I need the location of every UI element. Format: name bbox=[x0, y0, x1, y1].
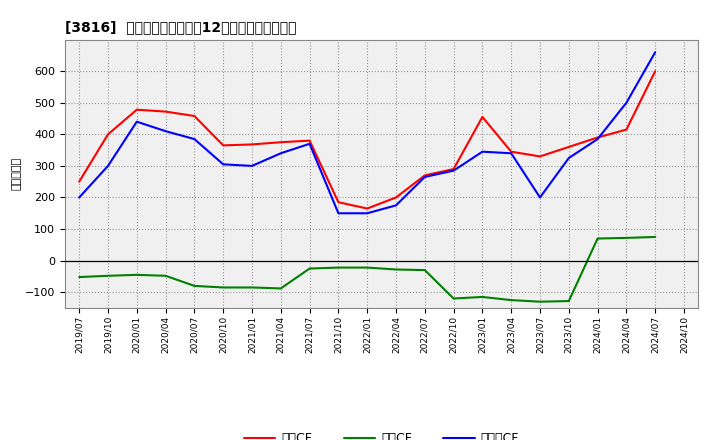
フリーCF bbox=[449, 168, 458, 173]
Line: 営業CF: 営業CF bbox=[79, 71, 655, 209]
営業CF bbox=[190, 114, 199, 119]
フリーCF bbox=[334, 211, 343, 216]
投資CF bbox=[564, 298, 573, 304]
Legend: 営業CF, 投資CF, フリーCF: 営業CF, 投資CF, フリーCF bbox=[239, 427, 524, 440]
投資CF bbox=[219, 285, 228, 290]
フリーCF bbox=[651, 50, 660, 55]
フリーCF bbox=[507, 150, 516, 156]
営業CF bbox=[536, 154, 544, 159]
投資CF bbox=[392, 267, 400, 272]
営業CF bbox=[104, 132, 112, 137]
営業CF bbox=[276, 139, 285, 145]
投資CF bbox=[622, 235, 631, 241]
投資CF bbox=[593, 236, 602, 241]
フリーCF bbox=[75, 195, 84, 200]
Text: [3816]  キャッシュフローの12か月移動合計の推移: [3816] キャッシュフローの12か月移動合計の推移 bbox=[65, 20, 297, 34]
営業CF bbox=[161, 109, 170, 114]
フリーCF bbox=[132, 119, 141, 125]
フリーCF bbox=[593, 136, 602, 142]
営業CF bbox=[507, 149, 516, 154]
投資CF bbox=[363, 265, 372, 270]
フリーCF bbox=[420, 174, 429, 180]
フリーCF bbox=[622, 100, 631, 106]
投資CF bbox=[75, 275, 84, 280]
投資CF bbox=[449, 296, 458, 301]
投資CF bbox=[161, 273, 170, 279]
営業CF bbox=[334, 200, 343, 205]
営業CF bbox=[651, 69, 660, 74]
Line: フリーCF: フリーCF bbox=[79, 52, 655, 213]
投資CF bbox=[104, 273, 112, 279]
フリーCF bbox=[536, 195, 544, 200]
営業CF bbox=[132, 107, 141, 112]
営業CF bbox=[449, 166, 458, 172]
投資CF bbox=[478, 294, 487, 300]
投資CF bbox=[305, 266, 314, 271]
投資CF bbox=[334, 265, 343, 270]
営業CF bbox=[478, 114, 487, 120]
フリーCF bbox=[392, 203, 400, 208]
フリーCF bbox=[161, 128, 170, 134]
営業CF bbox=[219, 143, 228, 148]
フリーCF bbox=[363, 211, 372, 216]
フリーCF bbox=[276, 150, 285, 156]
営業CF bbox=[622, 127, 631, 132]
営業CF bbox=[363, 206, 372, 211]
フリーCF bbox=[190, 136, 199, 142]
Y-axis label: （百万円）: （百万円） bbox=[12, 157, 22, 191]
営業CF bbox=[593, 135, 602, 140]
投資CF bbox=[132, 272, 141, 278]
営業CF bbox=[420, 173, 429, 178]
フリーCF bbox=[305, 141, 314, 147]
フリーCF bbox=[564, 155, 573, 161]
投資CF bbox=[507, 297, 516, 303]
投資CF bbox=[536, 299, 544, 304]
Line: 投資CF: 投資CF bbox=[79, 237, 655, 302]
投資CF bbox=[420, 268, 429, 273]
フリーCF bbox=[219, 161, 228, 167]
営業CF bbox=[564, 144, 573, 150]
フリーCF bbox=[478, 149, 487, 154]
営業CF bbox=[75, 179, 84, 184]
フリーCF bbox=[248, 163, 256, 169]
投資CF bbox=[190, 283, 199, 289]
営業CF bbox=[305, 138, 314, 143]
投資CF bbox=[276, 286, 285, 291]
投資CF bbox=[248, 285, 256, 290]
フリーCF bbox=[104, 163, 112, 169]
営業CF bbox=[248, 142, 256, 147]
投資CF bbox=[651, 235, 660, 240]
営業CF bbox=[392, 195, 400, 200]
